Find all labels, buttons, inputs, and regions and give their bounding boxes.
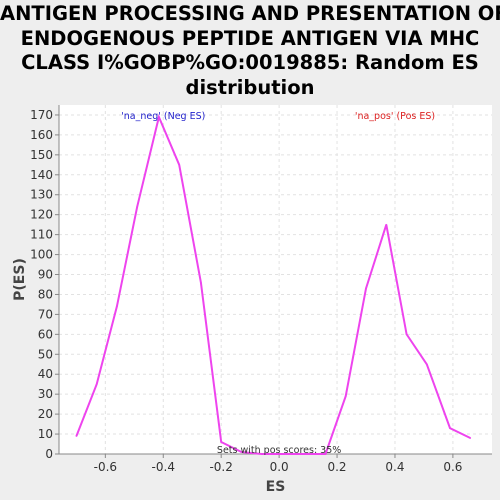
data-point xyxy=(200,282,202,284)
data-point xyxy=(220,441,222,443)
y-tick-label: 110 xyxy=(30,228,53,242)
y-tick-label: 60 xyxy=(38,327,53,341)
y-tick-label: 10 xyxy=(38,427,53,441)
y-tick-label: 120 xyxy=(30,208,53,222)
x-tick-label: 0.6 xyxy=(443,460,462,474)
data-point xyxy=(426,363,428,365)
data-point xyxy=(178,164,180,166)
x-ticks: -0.6 -0.4 -0.2 0.0 0.2 0.4 0.6 xyxy=(94,454,463,474)
y-ticks: 0 10 20 30 40 50 60 70 80 90 100 110 120 130 140 150 160… xyxy=(30,108,59,461)
y-tick-label: 150 xyxy=(30,148,53,162)
y-tick-label: 80 xyxy=(38,287,53,301)
y-axis-label: P(ES) xyxy=(12,258,28,301)
data-point xyxy=(449,427,451,429)
pos-es-label: 'na_pos' (Pos ES) xyxy=(355,111,435,122)
y-tick-label: 100 xyxy=(30,248,53,262)
y-tick-label: 40 xyxy=(38,367,53,381)
x-axis-label: ES xyxy=(266,479,286,495)
y-tick-label: 170 xyxy=(30,108,53,122)
data-point xyxy=(406,334,408,336)
plot-area xyxy=(59,105,492,454)
x-tick-label: -0.4 xyxy=(152,460,175,474)
y-tick-label: 70 xyxy=(38,307,53,321)
data-point xyxy=(365,288,367,290)
y-tick-label: 90 xyxy=(38,268,53,282)
data-point xyxy=(136,206,138,208)
data-point xyxy=(96,383,98,385)
data-point xyxy=(345,395,347,397)
sets-with-pos-scores: Sets with pos scores: 35% xyxy=(217,445,341,456)
neg-es-label: 'na_neg' (Neg ES) xyxy=(121,111,205,122)
x-tick-label: 0.0 xyxy=(270,460,289,474)
y-tick-label: 20 xyxy=(38,407,53,421)
y-tick-label: 130 xyxy=(30,188,53,202)
data-point xyxy=(116,306,118,308)
data-point xyxy=(469,437,471,439)
y-tick-label: 140 xyxy=(30,168,53,182)
data-point xyxy=(385,224,387,226)
x-tick-label: 0.2 xyxy=(327,460,346,474)
y-tick-label: 0 xyxy=(45,447,53,461)
x-tick-label: -0.6 xyxy=(94,460,117,474)
y-tick-label: 160 xyxy=(30,128,53,142)
x-tick-label: -0.2 xyxy=(209,460,232,474)
x-tick-label: 0.4 xyxy=(385,460,404,474)
y-tick-label: 50 xyxy=(38,347,53,361)
data-point xyxy=(76,435,78,437)
y-tick-label: 30 xyxy=(38,387,53,401)
